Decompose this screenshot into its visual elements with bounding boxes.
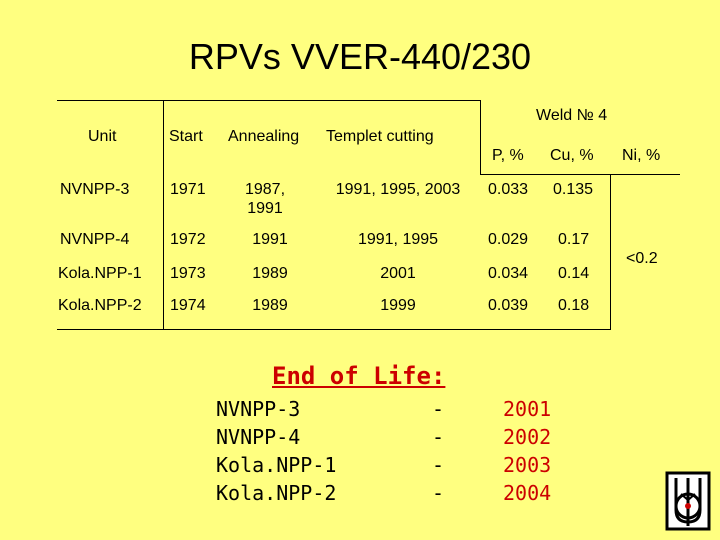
table-divider [480, 100, 481, 175]
header-weld-group: Weld № 4 [536, 107, 608, 124]
cell-p: 0.034 [488, 265, 529, 282]
cell-unit: Kola.NPP-1 [58, 265, 142, 282]
cell-annealing: 1987, 1991 [244, 181, 286, 217]
table-divider [57, 100, 481, 101]
cell-p: 0.033 [488, 181, 529, 198]
page-title: RPVs VVER-440/230 [188, 36, 532, 77]
cell-templet: 1991, 1995 [357, 231, 439, 248]
eol-unit: NVNPP-3 [216, 397, 301, 421]
eol-unit: NVNPP-4 [216, 425, 301, 449]
header-unit: Unit [88, 128, 117, 145]
table-divider [57, 329, 611, 330]
eol-dash: - [432, 425, 445, 449]
table-divider [610, 175, 611, 330]
cell-start: 1973 [170, 265, 206, 282]
table-divider [480, 174, 680, 175]
cell-cu: 0.18 [558, 297, 590, 314]
eol-dash: - [432, 453, 445, 477]
table-divider [163, 100, 164, 330]
header-start: Start [169, 128, 203, 145]
eol-dash: - [432, 397, 445, 421]
eol-unit: Kola.NPP-1 [216, 453, 337, 477]
cell-unit: NVNPP-4 [60, 231, 130, 248]
header-ni: Ni, % [622, 147, 661, 164]
eol-year: 2004 [503, 481, 552, 505]
header-templet-cutting: Templet cutting [326, 128, 434, 145]
eol-unit: Kola.NPP-2 [216, 481, 337, 505]
end-of-life-heading: End of Life: [272, 362, 446, 390]
cell-cu: 0.135 [553, 181, 594, 198]
header-p: P, % [492, 147, 524, 164]
cell-ni: <0.2 [626, 250, 658, 267]
cell-start: 1972 [170, 231, 206, 248]
cell-annealing: 1991 [252, 231, 288, 248]
cell-unit: Kola.NPP-2 [58, 297, 142, 314]
cell-start: 1974 [170, 297, 206, 314]
eol-year: 2001 [503, 397, 552, 421]
eol-year: 2003 [503, 453, 552, 477]
eol-dash: - [432, 481, 445, 505]
cell-templet: 1991, 1995, 2003 [335, 181, 461, 198]
cell-cu: 0.14 [558, 265, 590, 282]
header-annealing: Annealing [228, 128, 300, 145]
cell-templet: 1999 [380, 297, 416, 314]
cell-cu: 0.17 [558, 231, 590, 248]
cell-p: 0.039 [488, 297, 529, 314]
eol-year: 2002 [503, 425, 552, 449]
cell-start: 1971 [170, 181, 206, 198]
header-cu: Cu, % [550, 147, 594, 164]
institute-logo-icon [664, 470, 712, 537]
cell-annealing: 1989 [252, 297, 288, 314]
cell-p: 0.029 [488, 231, 529, 248]
cell-templet: 2001 [380, 265, 416, 282]
cell-annealing: 1989 [252, 265, 288, 282]
cell-unit: NVNPP-3 [60, 181, 130, 198]
